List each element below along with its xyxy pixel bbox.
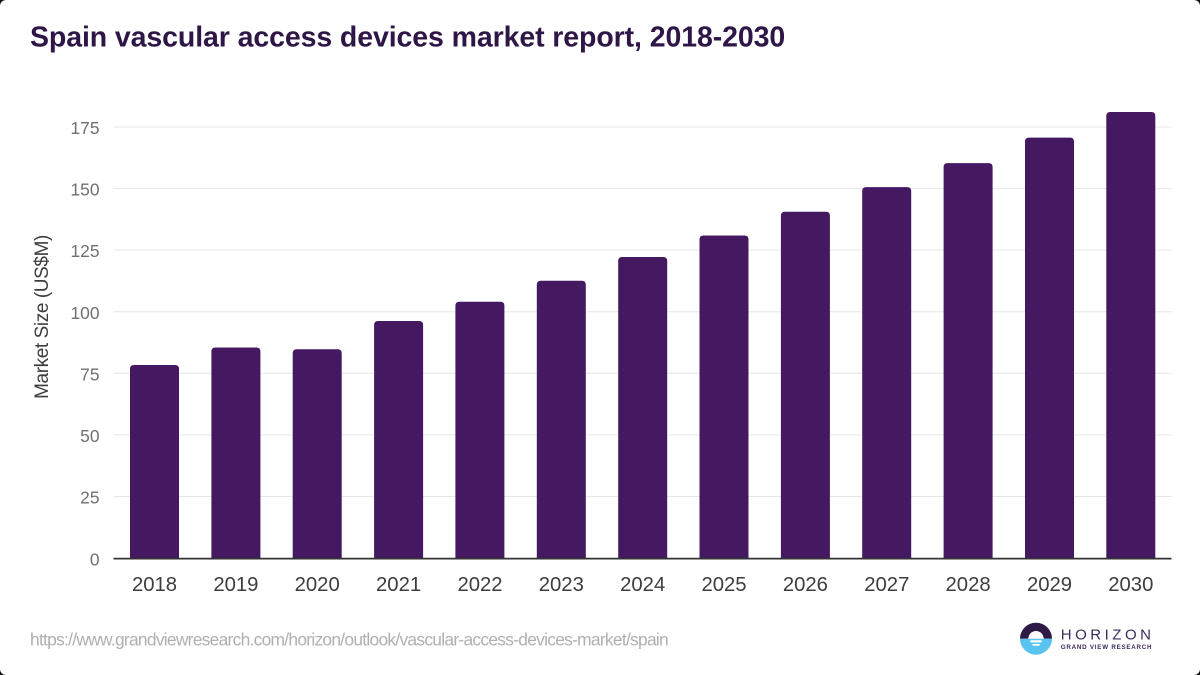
svg-text:2028: 2028 — [946, 574, 991, 596]
svg-text:2021: 2021 — [376, 574, 421, 596]
svg-text:Spain vascular access devices: Spain vascular access devices market rep… — [30, 21, 785, 53]
svg-text:50: 50 — [80, 426, 99, 446]
svg-text:2022: 2022 — [457, 574, 502, 596]
svg-text:2026: 2026 — [783, 574, 828, 596]
svg-text:2023: 2023 — [539, 574, 584, 596]
svg-text:2025: 2025 — [701, 574, 746, 596]
svg-text:25: 25 — [80, 488, 99, 508]
svg-text:150: 150 — [70, 180, 99, 200]
svg-text:Market Size (US$M): Market Size (US$M) — [32, 235, 53, 399]
svg-text:175: 175 — [70, 118, 99, 138]
svg-text:0: 0 — [90, 550, 100, 570]
svg-text:2018: 2018 — [132, 574, 177, 596]
svg-text:2020: 2020 — [295, 574, 340, 596]
svg-text:125: 125 — [70, 241, 99, 261]
svg-text:2030: 2030 — [1108, 574, 1153, 596]
svg-text:2024: 2024 — [620, 574, 665, 596]
svg-text:100: 100 — [70, 303, 99, 323]
svg-text:2019: 2019 — [213, 574, 258, 596]
svg-text:HORIZON: HORIZON — [1061, 626, 1155, 643]
svg-text:GRAND VIEW RESEARCH: GRAND VIEW RESEARCH — [1061, 644, 1152, 651]
svg-text:2027: 2027 — [864, 574, 909, 596]
svg-text:https://www.grandviewresearch.: https://www.grandviewresearch.com/horizo… — [30, 629, 668, 649]
svg-text:2029: 2029 — [1027, 574, 1072, 596]
svg-text:75: 75 — [80, 364, 99, 384]
